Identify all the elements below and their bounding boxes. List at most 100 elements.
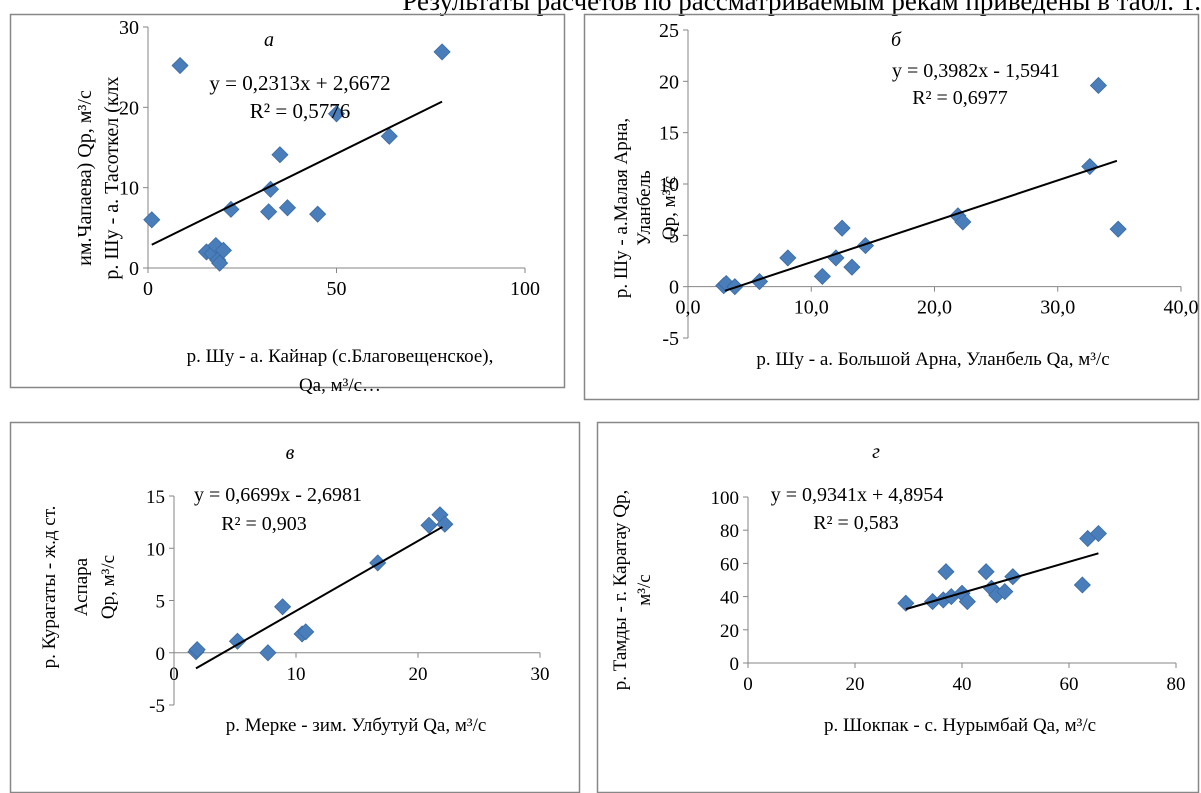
data-point — [309, 205, 327, 223]
panel-border — [583, 13, 1200, 401]
data-point — [211, 254, 229, 272]
data-point — [171, 56, 189, 75]
panel-border — [9, 13, 566, 389]
x-tick-label: 10,0 — [794, 297, 829, 319]
y-tick-label: 5 — [156, 592, 166, 613]
x-axis-title: р. Мерке - зим. Улбутуй Qa, м³/с — [226, 715, 487, 736]
data-point — [222, 200, 240, 218]
x-tick-label: 20 — [846, 674, 865, 695]
data-point — [274, 598, 292, 616]
y-tick-label: 80 — [720, 521, 739, 542]
x-tick-label: 100 — [510, 278, 540, 300]
data-point — [954, 213, 972, 231]
data-point — [278, 199, 297, 217]
y-axis-title: Qр, м³/с — [98, 555, 119, 619]
panel-label: в — [286, 442, 295, 464]
data-point — [937, 563, 955, 581]
data-point — [833, 219, 851, 237]
x-tick-label: 40,0 — [1164, 297, 1199, 319]
data-point — [260, 203, 278, 221]
y-tick-label: 10 — [659, 174, 679, 196]
data-point — [228, 632, 247, 650]
page-header-text: Результаты расчетов по рассматриваемым р… — [402, 0, 1201, 16]
y-tick-label: 100 — [711, 488, 740, 509]
y-axis-title: им.Чапаева) Qp, м³/с — [74, 90, 96, 266]
y-tick-label: -5 — [149, 696, 165, 717]
trendline — [195, 526, 443, 670]
x-tick-label: 30 — [531, 664, 550, 685]
data-point — [1073, 576, 1091, 594]
data-point — [188, 641, 206, 659]
x-tick-label: 30,0 — [1040, 297, 1075, 319]
y-tick-label: 15 — [659, 123, 679, 145]
x-tick-label: 0 — [743, 674, 753, 695]
trendline — [724, 159, 1118, 292]
data-point — [380, 127, 398, 145]
y-axis-title: р. Тамды - г. Каратау Qр, — [610, 490, 631, 691]
trendline-equation: y = 0,3982x - 1,5941 — [892, 60, 1060, 82]
x-tick-label: 20,0 — [917, 297, 952, 319]
x-tick-label: 0 — [143, 278, 153, 300]
x-tick-label: 80 — [1167, 674, 1186, 695]
x-tick-label: 0,0 — [676, 297, 701, 319]
y-tick-label: 60 — [720, 554, 739, 575]
data-point — [843, 258, 861, 276]
y-tick-label: 0 — [156, 644, 166, 665]
y-axis-title: Уланбель — [634, 170, 655, 246]
data-point — [1089, 76, 1107, 95]
y-tick-label: 0 — [669, 277, 679, 299]
data-point — [271, 146, 289, 164]
y-tick-label: 20 — [720, 621, 739, 642]
y-tick-label: 10 — [119, 178, 139, 200]
x-tick-label: 0 — [169, 664, 179, 685]
trendline-equation: y = 0,2313x + 2,6672 — [209, 71, 390, 95]
y-axis-title: р. Курагаты - ж.д ст. — [39, 506, 60, 669]
y-tick-label: 10 — [146, 539, 165, 560]
data-point — [259, 644, 277, 662]
data-point — [297, 623, 315, 641]
y-axis-title: Qр, м³/с — [659, 176, 680, 240]
y-tick-label: 15 — [146, 487, 165, 508]
y-axis-title: м³/с — [634, 574, 655, 605]
trendline — [151, 100, 443, 246]
x-tick-label: 50 — [327, 278, 347, 300]
data-point — [1089, 524, 1107, 543]
data-point — [420, 516, 438, 534]
data-point — [779, 249, 797, 267]
x-tick-label: 40 — [953, 674, 972, 695]
data-point — [1004, 568, 1022, 586]
x-axis-title: р. Шу - а. Большой Арна, Уланбель Qa, м³… — [756, 349, 1109, 370]
y-tick-label: -5 — [662, 328, 679, 350]
panel-label: б — [891, 29, 902, 51]
y-tick-label: 30 — [119, 17, 139, 39]
data-point — [433, 43, 451, 61]
panel-border — [9, 421, 581, 793]
panel-label: г — [872, 441, 880, 463]
y-axis-title: р. Шу - а. Тасоткел (клх — [101, 76, 123, 279]
y-tick-label: 20 — [119, 97, 139, 119]
y-tick-label: 20 — [659, 71, 679, 93]
r-squared-label: R² = 0,5776 — [250, 99, 350, 123]
data-point — [143, 211, 161, 229]
r-squared-label: R² = 0,903 — [221, 513, 307, 535]
data-point — [813, 267, 831, 285]
x-tick-label: 20 — [409, 664, 428, 685]
data-point — [327, 105, 346, 123]
data-point — [369, 554, 387, 572]
data-point — [214, 241, 232, 259]
r-squared-label: R² = 0,583 — [813, 512, 899, 534]
chart-panel-4: 0 20 40 60 80 100 0 20 40 60 80 г y = 0,9341x + 4,89… — [596, 421, 1200, 793]
x-axis-title: Qa, м³/с… — [299, 375, 381, 396]
r-squared-label: R² = 0,6977 — [912, 87, 1008, 109]
data-point — [996, 583, 1014, 601]
y-axis-title: Аспара — [71, 557, 92, 616]
trendline-equation: y = 0,9341x + 4,8954 — [771, 484, 944, 506]
y-tick-label: 0 — [129, 258, 139, 280]
y-tick-label: 40 — [720, 588, 739, 609]
x-axis-title: р. Шу - а. Кайнар (с.Благовещенское), — [187, 346, 494, 367]
y-tick-label: 5 — [669, 225, 679, 247]
chart-panel-2: -5 0 5 10 15 20 25 0,0 10,0 20,0 30,0 40,0 б y = 0,39… — [583, 13, 1200, 401]
data-point — [977, 563, 995, 581]
